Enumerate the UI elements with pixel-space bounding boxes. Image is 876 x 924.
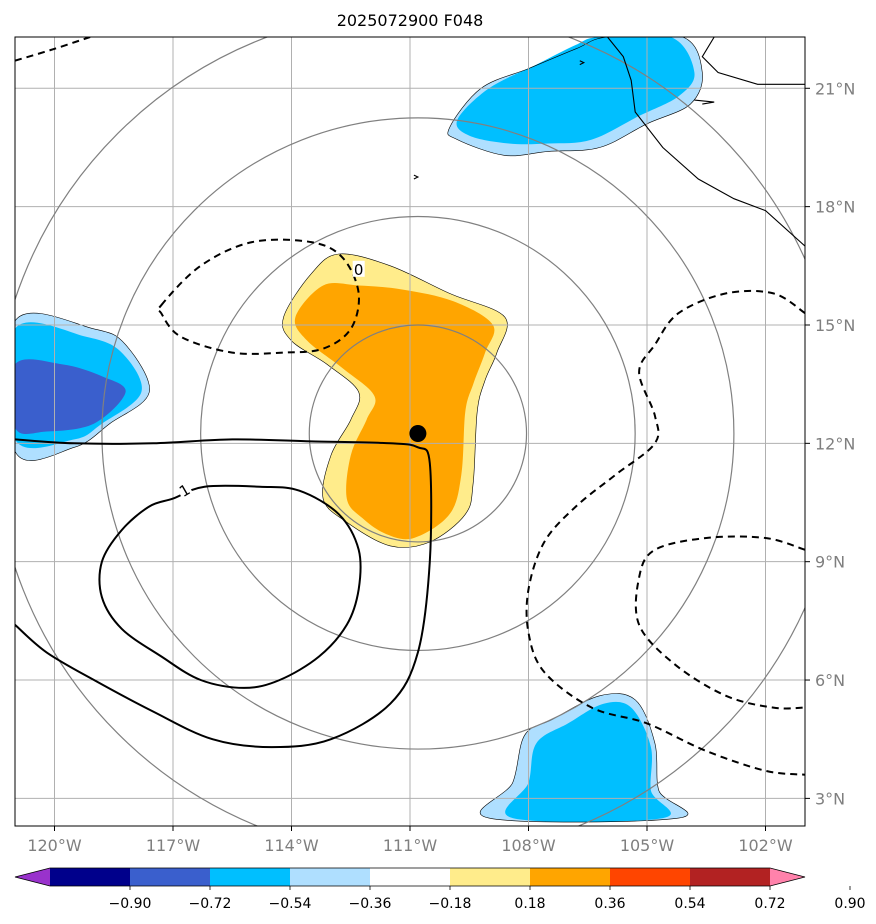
y-tick-label: 21°N [815,79,855,98]
positive-anomaly-central-inner [294,283,495,540]
x-tick-label: 117°W [146,836,201,855]
x-tick-label: 114°W [264,836,319,855]
contour-lines: 10 [15,37,805,776]
colorbar-tick-label: 0.72 [754,896,785,912]
negative-anomaly-south-inner [505,701,671,823]
colorbar-tick-label: 0.54 [674,896,705,912]
y-tick-label: 3°N [815,789,845,808]
colorbar-tick-label: 0.36 [594,896,625,912]
storm-center-marker [409,424,427,442]
colorbar-tick-label: −0.54 [269,896,312,912]
colorbar-extend-low [15,868,50,886]
colorbar-swatch [450,868,531,886]
x-tick-label: 105°W [620,836,675,855]
negative-anomaly-northeast-outline [447,37,703,157]
colorbar-tick-label: −0.36 [349,896,392,912]
contour-level-line [15,37,91,62]
x-tick-label: 102°W [738,836,793,855]
lat-lon-gridlines [15,37,805,826]
colorbar-swatch [210,868,291,886]
colorbar-tick-label: 0.90 [834,896,865,912]
y-tick-label: 6°N [815,671,845,690]
contour-label-text: 0 [354,261,364,279]
coast-segment [694,99,715,105]
positive-anomaly-central-outline [282,253,508,548]
coast-segment [413,174,420,180]
coast-segment [579,60,586,66]
contour-level-line [634,535,805,710]
colorbar-swatch [610,868,691,886]
colorbar-swatch [290,868,371,886]
contour-label: 0 [352,260,365,279]
x-tick-label: 111°W [383,836,438,855]
contour-level-line [525,289,805,776]
colorbar-swatch [530,868,611,886]
colorbar-tick-label: −0.18 [429,896,472,912]
colorbar-tick-label: −0.90 [109,896,152,912]
colorbar-swatch [370,868,451,886]
negative-anomaly-west-inner [15,359,126,434]
range-ring [308,324,528,543]
colorbar-extend-high [770,868,805,886]
y-tick-label: 18°N [815,198,855,217]
colorbar-swatch [130,868,211,886]
contour-level-line [156,238,360,355]
anomaly-shading [15,37,703,823]
contour-label-bg [352,260,365,277]
colorbar: −0.90 −0.72 −0.54 −0.36 −0.18 0.18 0.36 0.54 0.7… [14,867,866,912]
range-ring [101,117,735,750]
range-rings [15,37,805,826]
coast-segment [701,37,805,85]
y-axis-ticks: 3°N 6°N 9°N 12°N 15°N 18°N 21°N [805,79,855,808]
negative-anomaly-northeast-inner [456,37,695,145]
chart-title: 2025072900 F048 [337,11,484,30]
x-tick-label: 108°W [501,836,556,855]
negative-anomaly-south-outline [479,693,689,823]
contour-level-line [98,484,362,689]
contour-level-line [15,438,433,749]
storm-center-dot [409,424,427,442]
contour-label: 1 [175,479,194,501]
colorbar-tick-label: −0.72 [189,896,232,912]
x-axis-ticks: 120°W 117°W 114°W 111°W 108°W 105°W 102°W [27,826,793,855]
colorbar-swatch [50,868,131,886]
coast-segment [607,37,805,247]
negative-anomaly-west-outline [15,312,150,461]
contour-label-bg [175,479,194,500]
x-tick-label: 120°W [27,836,82,855]
colorbar-swatch [690,868,771,886]
y-tick-label: 15°N [815,316,855,335]
y-tick-label: 12°N [815,434,855,453]
coastline [413,37,805,247]
colorbar-tick-label: 0.18 [514,896,545,912]
y-tick-label: 9°N [815,553,845,572]
